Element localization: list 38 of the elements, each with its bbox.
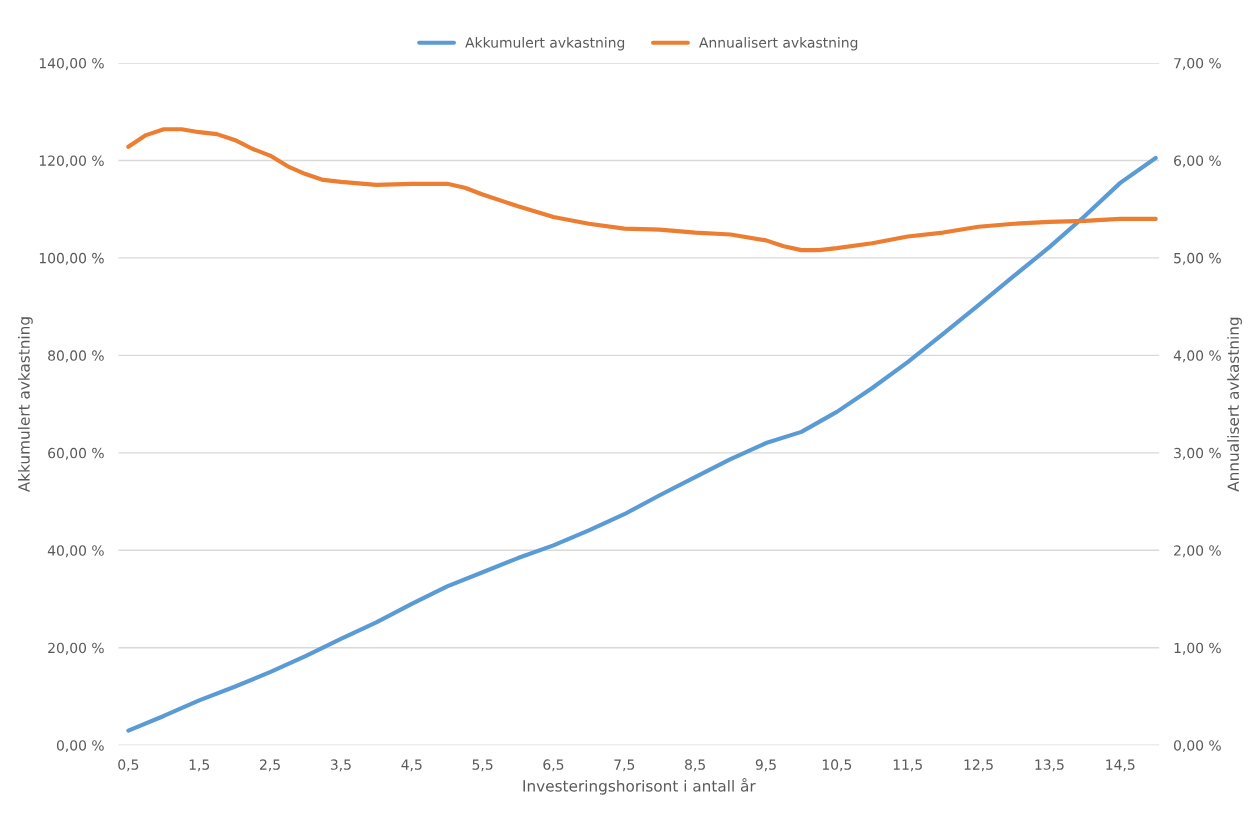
x-tick-label: 12,5 xyxy=(964,759,993,772)
y2-tick-label: 1,00 % xyxy=(1174,642,1221,655)
x-tick-label: 6,5 xyxy=(543,759,564,772)
x-tick-label: 14,5 xyxy=(1106,759,1135,772)
x-tick-label: 3,5 xyxy=(330,759,351,772)
line-series xyxy=(126,155,1158,733)
legend-label: Annualisert avkastning xyxy=(699,37,858,51)
y-tick-label: 20,00 % xyxy=(48,642,104,655)
x-tick-label: 13,5 xyxy=(1035,759,1064,772)
y2-tick-label: 6,00 % xyxy=(1174,155,1221,168)
legend-label: Akkumulert avkastning xyxy=(465,37,625,51)
y-tick-label: 100,00 % xyxy=(39,252,104,265)
x-tick-label: 4,5 xyxy=(401,759,422,772)
y-tick-label: 0,00 % xyxy=(56,740,104,753)
x-tick-label: 0,5 xyxy=(118,759,139,772)
x-tick-label: 1,5 xyxy=(189,759,210,772)
y2-tick-label: 0,00 % xyxy=(1174,740,1221,753)
y2-tick-label: 4,00 % xyxy=(1173,350,1221,363)
x-tick-label: 11,5 xyxy=(893,759,922,772)
y2-tick-label: 2,00 % xyxy=(1174,545,1221,558)
y2-tick-label: 7,00 % xyxy=(1174,57,1221,70)
y-axis-title: Akkumulert avkastning xyxy=(18,317,33,493)
x-tick-label: 2,5 xyxy=(260,759,280,772)
x-tick-label: 7,5 xyxy=(614,759,635,772)
y-tick-label: 40,00 % xyxy=(47,545,104,558)
x-tick-label: 8,5 xyxy=(685,759,705,772)
x-tick-label: 5,5 xyxy=(472,759,493,772)
x-tick-label: 9,5 xyxy=(755,759,776,772)
x-tick-label: 10,5 xyxy=(822,759,852,772)
y2-tick-label: 3,00 % xyxy=(1174,447,1221,460)
line-series xyxy=(126,127,1158,253)
x-axis-title: Investeringshorisont i antall år xyxy=(523,778,756,795)
y-tick-label: 140,00 % xyxy=(39,57,104,70)
y2-axis-title: Annualisert avkastning xyxy=(1227,317,1242,492)
y-tick-label: 120,00 % xyxy=(39,155,104,168)
y2-tick-label: 5,00 % xyxy=(1174,252,1221,265)
y-tick-label: 80,00 % xyxy=(48,350,104,363)
y-tick-label: 60,00 % xyxy=(48,447,104,460)
